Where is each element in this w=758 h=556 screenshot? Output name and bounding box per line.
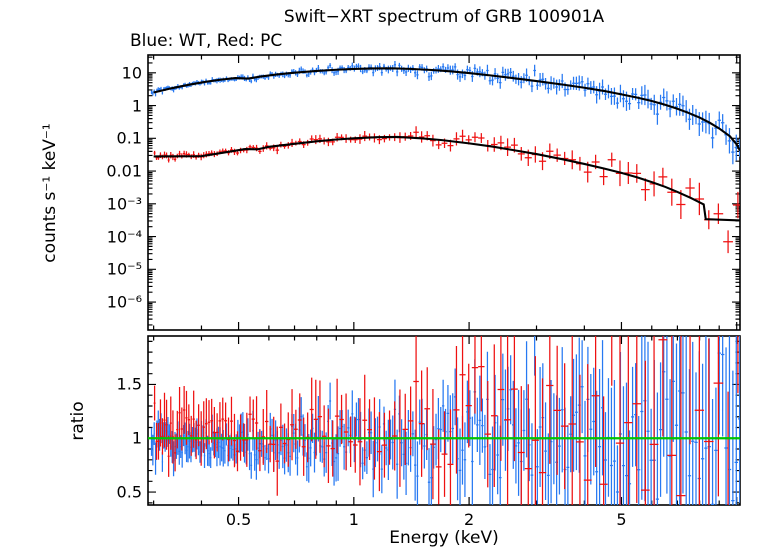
x-tick-label-energy: 5 [616,510,627,529]
y-tick-label-counts: 1 [131,96,142,116]
y-tick-label-counts: 10 [121,63,142,83]
y-tick-label-ratio: 0.5 [116,482,142,502]
x-axis-label-energy: Energy (keV) [389,528,499,548]
y-tick-label-counts: 0.01 [106,161,142,181]
chart-title: Swift−XRT spectrum of GRB 100901A [283,7,605,27]
y-tick-label-counts: 10⁻⁵ [106,259,142,279]
y-tick-label-counts: 10⁻⁶ [106,292,142,312]
x-tick-label-energy: 2 [463,510,475,529]
y-tick-label-counts: 10⁻³ [106,194,142,214]
y-tick-label-ratio: 1 [131,428,142,448]
y-tick-label-ratio: 1.5 [116,374,142,394]
x-tick-label-energy: 1 [348,510,359,529]
y-axis-label-ratio: ratio [68,401,88,441]
y-tick-label-counts: 0.1 [116,128,142,148]
chart-legend-subtitle: Blue: WT, Red: PC [130,31,283,51]
y-tick-label-counts: 10⁻⁴ [106,227,142,247]
x-tick-label-energy: 0.5 [225,510,252,529]
y-axis-label-counts: counts s⁻¹ keV⁻¹ [40,123,60,263]
